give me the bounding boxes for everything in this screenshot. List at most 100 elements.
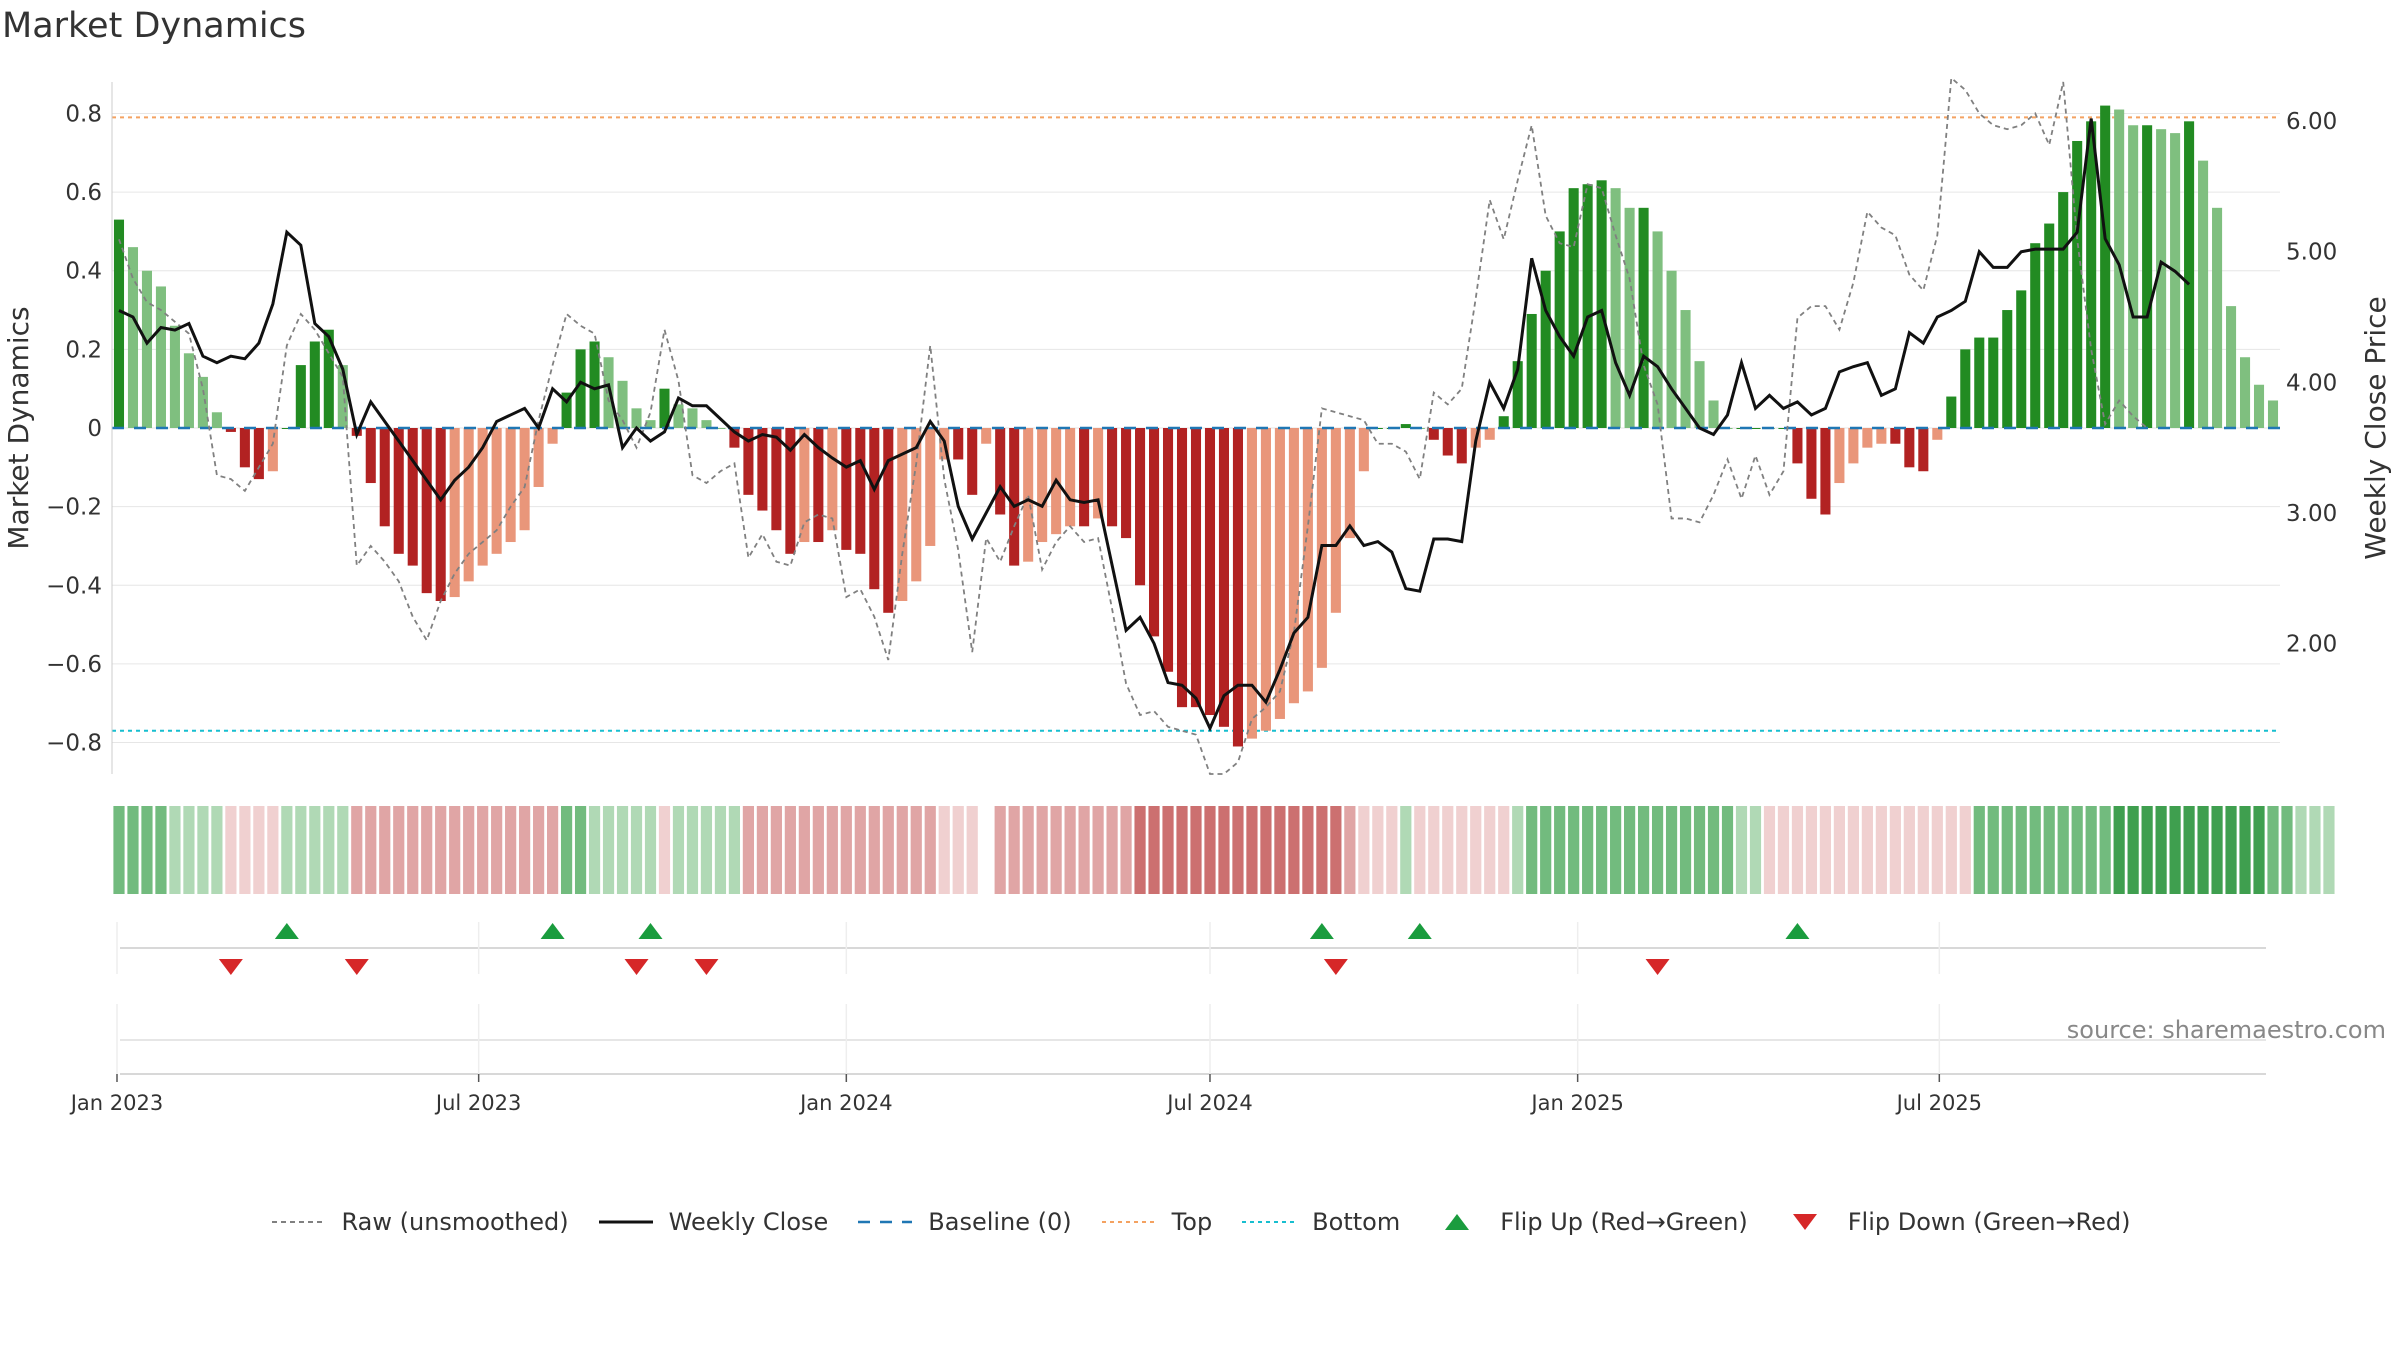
dynamics-bar — [1610, 188, 1621, 428]
dynamics-bar — [1302, 428, 1313, 692]
dynamics-bar — [211, 412, 222, 428]
dynamics-bar — [687, 408, 698, 428]
regime-cell — [1889, 806, 1901, 894]
regime-cell — [686, 806, 699, 894]
regime-cell — [1987, 806, 1999, 894]
dynamics-bar — [1848, 428, 1859, 464]
dynamics-bar — [1820, 428, 1831, 515]
dynamics-bar — [785, 428, 796, 554]
dynamics-bar — [1149, 428, 1160, 637]
regime-cell — [1693, 806, 1706, 894]
dynamics-bar — [2226, 306, 2237, 428]
regime-cell — [1624, 806, 1636, 894]
regime-cell — [1484, 806, 1496, 894]
axes: 0.8 0.6 0.4 0.2 0 −0.2 −0.4 −0.6 −0.8 6.00 5.00 4.0… — [2, 82, 2392, 774]
line-series — [118, 76, 2191, 775]
dynamics-bar — [589, 341, 600, 428]
legend-label: Top — [1171, 1208, 1213, 1236]
regime-cell — [1554, 806, 1566, 894]
legend-item: Raw (unsmoothed) — [270, 1208, 569, 1236]
regime-cell — [1260, 806, 1272, 894]
flip-up-marker — [1785, 923, 1810, 939]
dynamics-bar — [729, 428, 740, 448]
dynamics-bar — [379, 428, 390, 527]
weekly-close-line — [118, 118, 2191, 732]
flip-down-marker — [344, 959, 369, 975]
dynamics-bar — [869, 428, 880, 590]
regime-cell — [1707, 806, 1720, 894]
regime-cell — [477, 806, 489, 894]
regime-cell — [1442, 806, 1454, 894]
dynamics-bar — [1540, 270, 1551, 428]
regime-cell — [505, 806, 517, 894]
regime-cell — [309, 806, 321, 894]
regime-cell — [560, 806, 573, 894]
regime-cell — [1036, 806, 1048, 894]
regime-cell — [1120, 806, 1132, 894]
date-tick-label: Jan 2024 — [798, 1091, 893, 1115]
dynamics-bar — [449, 428, 460, 598]
dynamics-bar — [897, 428, 908, 601]
dynamics-bar — [1806, 428, 1817, 499]
regime-cell — [1470, 806, 1482, 894]
regime-cell — [533, 806, 545, 894]
flip-down-marker — [1645, 959, 1670, 975]
regime-cell — [868, 806, 880, 894]
dynamics-bar — [127, 247, 139, 428]
dynamics-bar — [2253, 384, 2265, 428]
dynamics-bar — [533, 428, 544, 487]
regime-cell — [169, 806, 181, 894]
legend-item: Flip Down (Green→Red) — [1776, 1208, 2131, 1236]
regime-cell — [1973, 806, 1985, 894]
regime-cell — [1064, 806, 1076, 894]
regime-cell — [924, 806, 936, 894]
dynamics-bar — [2212, 207, 2223, 428]
date-tick-label: Jan 2025 — [1529, 1091, 1624, 1115]
dynamics-bar — [393, 428, 404, 554]
legend-item: Weekly Close — [597, 1208, 828, 1236]
dynamics-bar — [337, 365, 348, 428]
regime-cell — [798, 806, 810, 894]
regime-cell — [1246, 806, 1258, 894]
regime-cell — [183, 806, 195, 894]
dynamics-bar — [477, 428, 488, 566]
regime-cell — [379, 806, 391, 894]
dynamics-bar — [1526, 313, 1537, 428]
source-note: source: sharemaestro.com — [2066, 1016, 2386, 1044]
regime-cell — [700, 806, 713, 894]
regime-cell — [1903, 806, 1915, 894]
dynamics-bar — [981, 428, 992, 444]
dynamics-bar — [1260, 428, 1271, 731]
regime-cell — [910, 806, 922, 894]
dynamics-bar — [1652, 231, 1663, 428]
dynamics-bar — [197, 376, 208, 428]
regime-cell — [840, 806, 852, 894]
regime-cell — [1931, 806, 1943, 894]
solid-black-line-icon — [597, 1212, 655, 1232]
regime-cell — [2239, 806, 2251, 894]
dynamics-bar — [1792, 428, 1803, 464]
regime-cell — [1819, 806, 1832, 894]
regime-cell — [1763, 806, 1776, 894]
date-tick-label: Jul 2023 — [434, 1091, 521, 1115]
dynamics-bar — [239, 428, 250, 468]
chart-title: Market Dynamics — [2, 6, 307, 46]
regime-cell — [1665, 806, 1678, 894]
date-tick-label: Jul 2024 — [1165, 1091, 1252, 1115]
regime-cell — [2127, 806, 2139, 894]
dynamics-bar — [2142, 125, 2153, 428]
regime-cell — [2323, 806, 2335, 894]
dynamics-bar — [1666, 270, 1677, 428]
regime-cell — [253, 806, 265, 894]
regime-cell — [519, 806, 531, 894]
dynamics-bar — [113, 219, 125, 428]
dynamics-bar — [1358, 428, 1369, 472]
left-tick-label: 0 — [87, 416, 102, 442]
legend: Raw (unsmoothed) Weekly Close Baseline (0)… — [0, 1208, 2400, 1236]
legend-label: Flip Down (Green→Red) — [1847, 1208, 2131, 1236]
regime-cell — [1959, 806, 1971, 894]
flip-down-marker — [1323, 959, 1348, 975]
regime-cell — [826, 806, 838, 894]
dynamics-bar — [2002, 310, 2013, 428]
